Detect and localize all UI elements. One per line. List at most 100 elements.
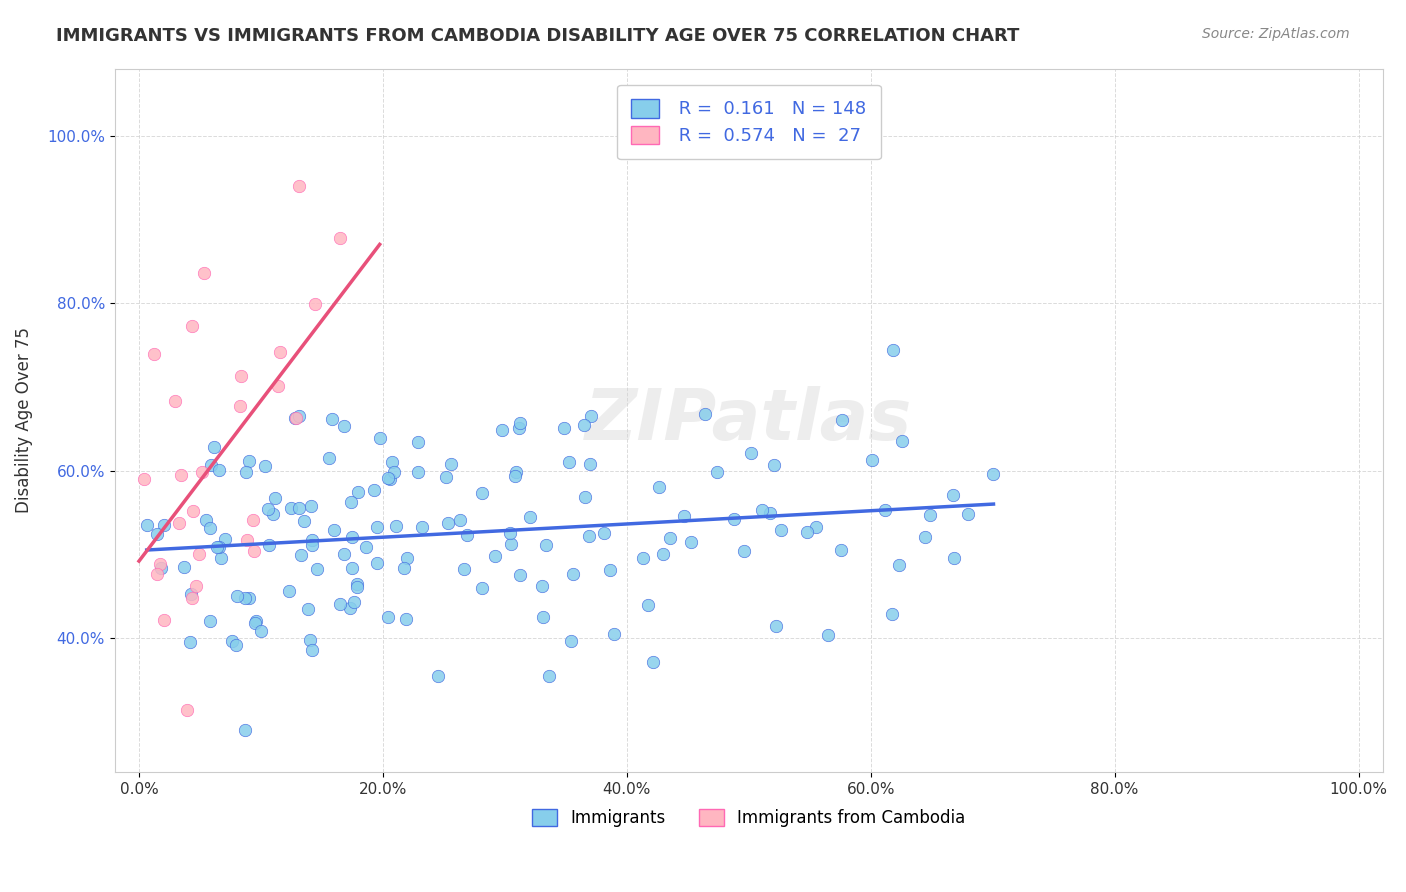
Point bbox=[288, 409, 311, 424]
Point bbox=[471, 486, 494, 500]
Point bbox=[318, 450, 340, 465]
Point bbox=[284, 411, 307, 425]
Point bbox=[860, 453, 883, 467]
Point bbox=[384, 465, 406, 479]
Point bbox=[377, 610, 399, 624]
Point bbox=[579, 409, 602, 423]
Point bbox=[804, 520, 827, 534]
Point bbox=[637, 599, 659, 613]
Point bbox=[796, 525, 818, 540]
Point bbox=[193, 266, 215, 280]
Point bbox=[641, 656, 664, 670]
Point bbox=[180, 587, 202, 601]
Point bbox=[509, 567, 531, 582]
Point bbox=[378, 472, 401, 486]
Point bbox=[298, 632, 321, 647]
Point bbox=[740, 446, 762, 460]
Point bbox=[301, 538, 323, 552]
Point bbox=[471, 582, 494, 596]
Point bbox=[406, 465, 429, 479]
Point bbox=[366, 556, 388, 570]
Point bbox=[491, 423, 513, 437]
Point bbox=[304, 297, 326, 311]
Point bbox=[242, 513, 264, 527]
Point bbox=[762, 458, 785, 472]
Point bbox=[152, 518, 174, 533]
Point bbox=[229, 369, 252, 384]
Point bbox=[149, 561, 172, 575]
Point bbox=[830, 543, 852, 558]
Point bbox=[205, 540, 228, 554]
Point bbox=[537, 669, 560, 683]
Point bbox=[411, 520, 433, 534]
Point bbox=[880, 607, 903, 621]
Point bbox=[366, 520, 388, 534]
Point bbox=[873, 503, 896, 517]
Point bbox=[395, 551, 418, 566]
Point bbox=[257, 502, 280, 516]
Point bbox=[153, 613, 176, 627]
Point bbox=[394, 612, 416, 626]
Point bbox=[290, 549, 312, 563]
Point bbox=[181, 504, 204, 518]
Point bbox=[942, 488, 965, 502]
Point bbox=[208, 541, 231, 555]
Point bbox=[406, 435, 429, 450]
Point bbox=[434, 470, 457, 484]
Point bbox=[339, 495, 361, 509]
Point bbox=[329, 597, 352, 611]
Point bbox=[221, 634, 243, 648]
Point bbox=[332, 419, 354, 434]
Point bbox=[288, 501, 311, 516]
Point bbox=[299, 499, 322, 513]
Point bbox=[233, 591, 256, 605]
Text: Source: ZipAtlas.com: Source: ZipAtlas.com bbox=[1202, 27, 1350, 41]
Point bbox=[354, 540, 377, 554]
Point bbox=[198, 521, 221, 535]
Point bbox=[238, 454, 260, 468]
Point bbox=[167, 516, 190, 531]
Point bbox=[180, 318, 202, 333]
Point bbox=[198, 614, 221, 628]
Point bbox=[437, 516, 460, 530]
Point bbox=[942, 551, 965, 566]
Point bbox=[329, 231, 352, 245]
Point bbox=[179, 635, 201, 649]
Point bbox=[340, 561, 363, 575]
Point bbox=[453, 562, 475, 576]
Point bbox=[765, 618, 787, 632]
Point bbox=[759, 506, 782, 520]
Point bbox=[243, 543, 266, 558]
Point bbox=[503, 469, 526, 483]
Legend: Immigrants, Immigrants from Cambodia: Immigrants, Immigrants from Cambodia bbox=[526, 803, 972, 834]
Point bbox=[440, 457, 463, 471]
Point bbox=[146, 566, 169, 581]
Point bbox=[599, 563, 621, 577]
Point bbox=[918, 508, 941, 523]
Point bbox=[560, 633, 582, 648]
Point bbox=[531, 610, 554, 624]
Point bbox=[236, 533, 259, 548]
Point bbox=[287, 178, 309, 193]
Point bbox=[301, 533, 323, 547]
Point bbox=[132, 472, 155, 486]
Point bbox=[531, 579, 554, 593]
Point bbox=[384, 519, 406, 533]
Point bbox=[882, 343, 904, 358]
Point bbox=[695, 408, 717, 422]
Point bbox=[143, 347, 166, 361]
Point bbox=[501, 536, 523, 550]
Point bbox=[956, 507, 979, 521]
Point bbox=[269, 345, 291, 359]
Point bbox=[602, 627, 624, 641]
Point bbox=[508, 421, 530, 435]
Point bbox=[225, 638, 247, 652]
Point bbox=[200, 458, 222, 472]
Point bbox=[484, 549, 506, 563]
Point bbox=[146, 527, 169, 541]
Point bbox=[188, 547, 211, 561]
Point bbox=[186, 579, 208, 593]
Point bbox=[578, 457, 600, 471]
Point bbox=[363, 483, 385, 497]
Point bbox=[427, 669, 450, 683]
